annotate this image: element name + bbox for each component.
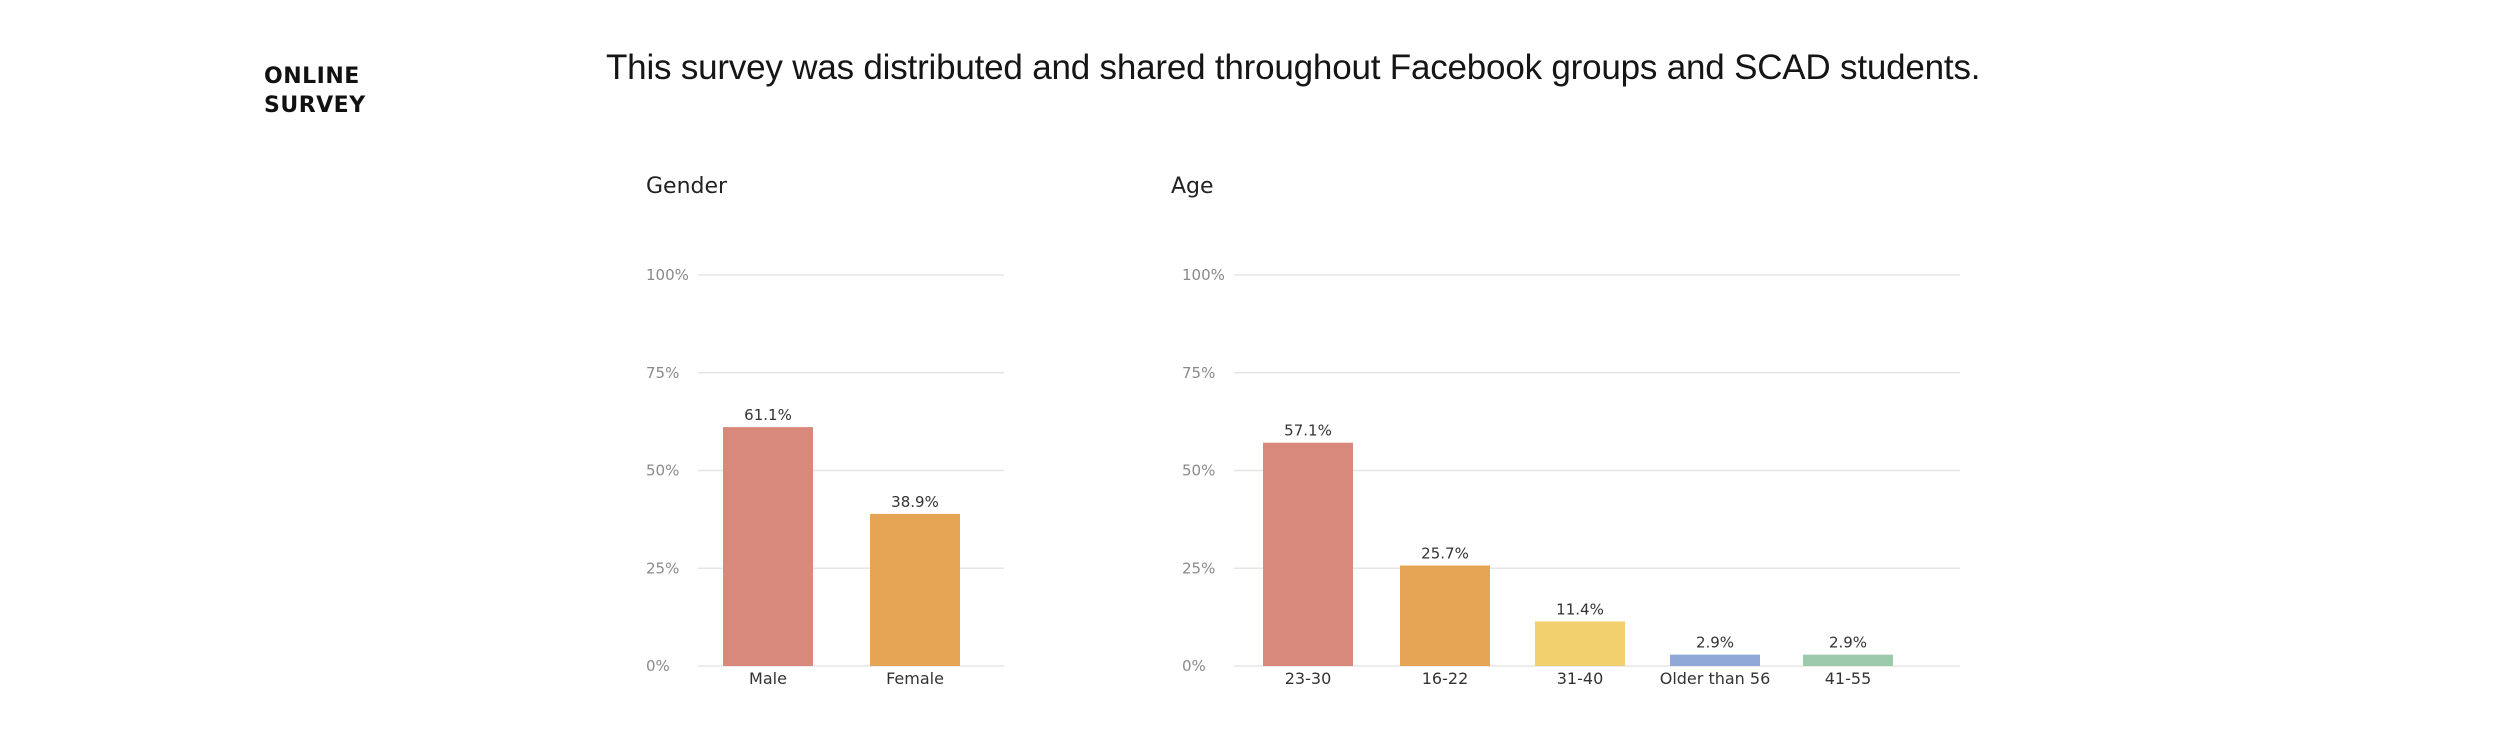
age-bar [1670, 654, 1760, 666]
gender-ytick-label: 50% [646, 462, 679, 480]
age-value-label: 2.9% [1696, 634, 1734, 652]
age-ytick-label: 25% [1182, 559, 1215, 577]
age-bar [1803, 654, 1893, 666]
gender-ytick-label: 100% [646, 266, 689, 284]
section-label: ONLINE SURVEY [264, 62, 366, 120]
age-ytick-label: 50% [1182, 462, 1215, 480]
gender-value-label: 61.1% [744, 406, 792, 424]
section-label-line2: SURVEY [264, 93, 366, 118]
gender-bar [723, 427, 813, 666]
age-value-label: 11.4% [1556, 600, 1604, 618]
age-category-label: 41-55 [1825, 669, 1872, 688]
age-ytick-label: 100% [1182, 266, 1225, 284]
gender-category-label: Male [749, 669, 787, 688]
section-label-line1: ONLINE [264, 64, 360, 89]
headline: This survey was distributed and shared t… [606, 48, 1981, 87]
gender-ytick-label: 75% [646, 364, 679, 382]
age-ytick-label: 0% [1182, 657, 1206, 675]
age-chart-title: Age [1171, 174, 1214, 199]
gender-value-label: 38.9% [891, 493, 939, 511]
age-category-label: 16-22 [1422, 669, 1469, 688]
gender-chart-title: Gender [646, 174, 728, 199]
gender-ytick-label: 0% [646, 657, 670, 675]
age-category-label: Older than 56 [1660, 669, 1771, 688]
gender-category-label: Female [886, 669, 944, 688]
age-value-label: 25.7% [1421, 545, 1469, 563]
age-category-label: 31-40 [1557, 669, 1604, 688]
age-value-label: 57.1% [1284, 422, 1332, 440]
age-bar [1535, 621, 1625, 666]
age-ytick-label: 75% [1182, 364, 1215, 382]
age-value-label: 2.9% [1829, 634, 1867, 652]
age-bar [1263, 442, 1353, 666]
age-category-label: 23-30 [1285, 669, 1332, 688]
gender-bar [870, 513, 960, 666]
age-bar [1400, 565, 1490, 666]
gender-ytick-label: 25% [646, 559, 679, 577]
